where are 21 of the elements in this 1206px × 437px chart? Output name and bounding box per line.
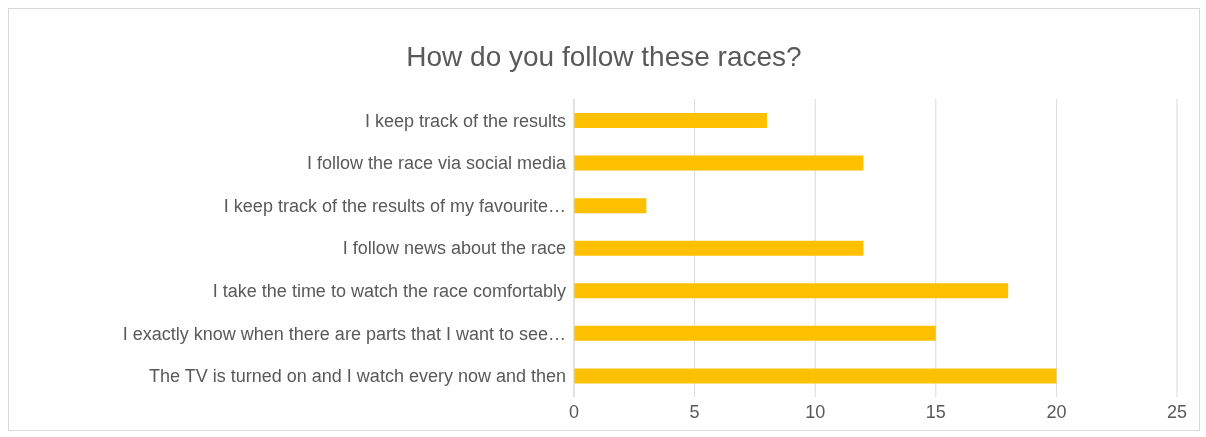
y-tick-label: I keep track of the results of my favourite…	[223, 195, 566, 216]
x-tick-label: 20	[1046, 401, 1067, 422]
y-tick-label: I follow news about the race	[342, 238, 566, 259]
x-tick-label: 5	[689, 401, 700, 422]
bar	[574, 368, 1057, 384]
bar	[574, 155, 864, 171]
x-tick-label: 0	[568, 401, 580, 422]
bar	[574, 198, 647, 214]
y-tick-label: I take the time to watch the race comfortably	[212, 280, 566, 301]
x-tick-label: 15	[925, 401, 946, 422]
y-tick-label: I keep track of the results	[364, 110, 566, 131]
chart-title: How do you follow these races?	[405, 40, 803, 74]
x-tick-label: 25	[1166, 401, 1188, 422]
bar	[574, 283, 1009, 299]
x-tick-label: 10	[805, 401, 826, 422]
bar	[574, 113, 767, 128]
bar	[574, 325, 936, 341]
y-tick-label: I follow the race via social media	[306, 153, 567, 174]
y-tick-label: I exactly know when there are parts that I want to see…	[122, 323, 566, 344]
y-tick-label: The TV is turned on and I watch every now and then	[149, 366, 566, 387]
bar	[574, 240, 864, 256]
